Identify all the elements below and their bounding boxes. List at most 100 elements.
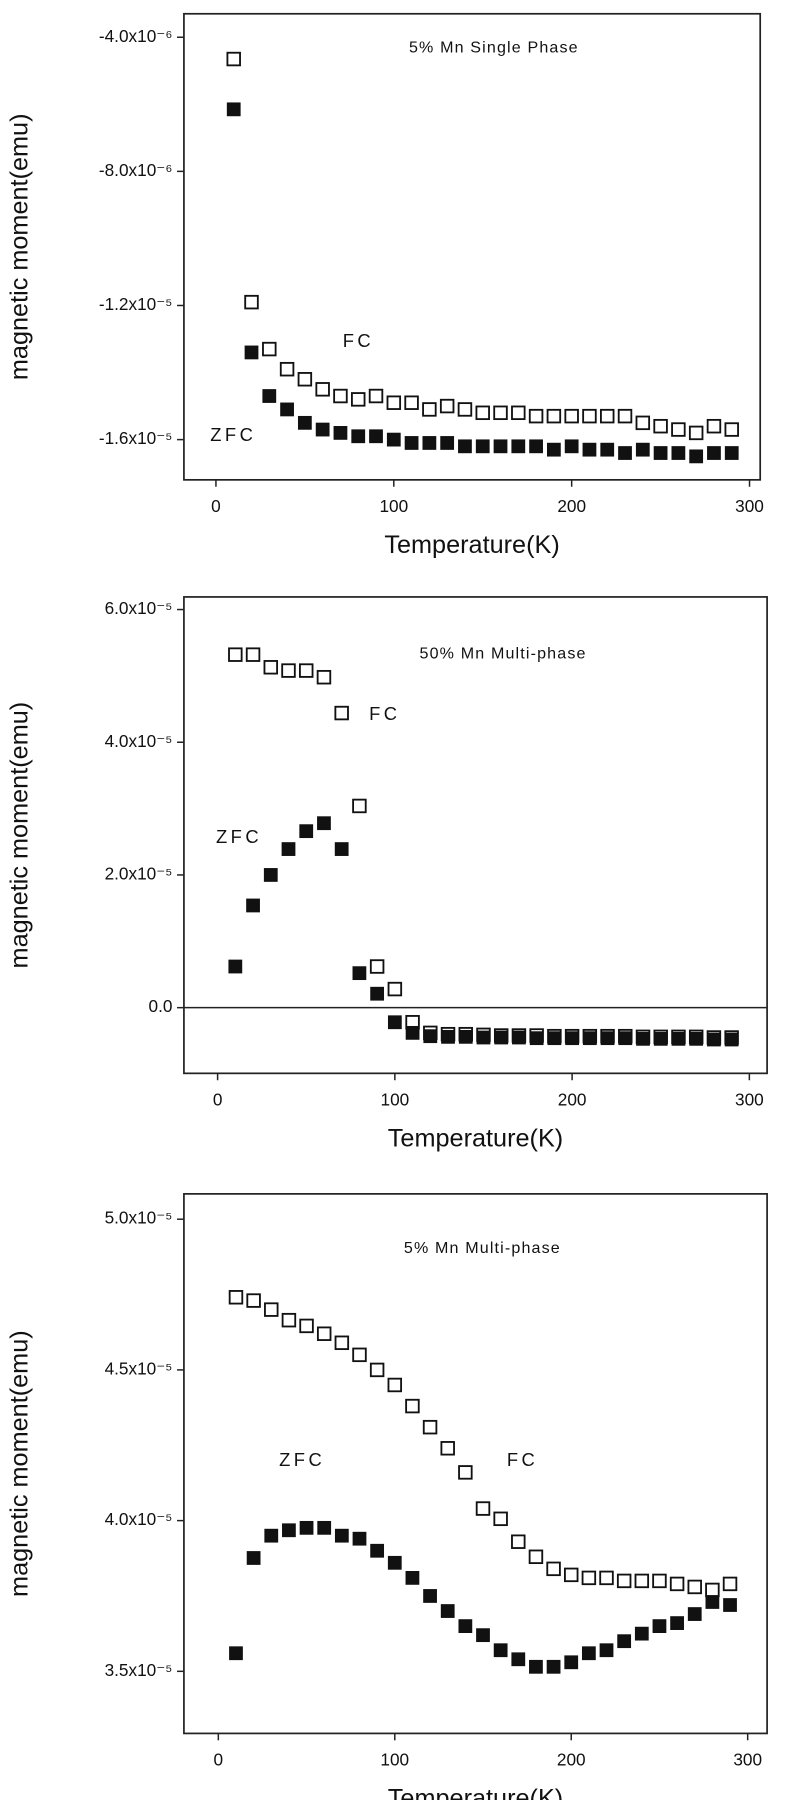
marker <box>281 842 296 856</box>
marker <box>387 1015 402 1030</box>
y-tick-label: 4.0x10⁻⁵ <box>105 731 173 751</box>
marker <box>281 1312 297 1328</box>
marker <box>652 1573 667 1589</box>
marker <box>423 1589 437 1603</box>
marker <box>279 361 295 377</box>
y-axis-label: magnetic moment(emu) <box>6 1330 34 1597</box>
marker <box>529 1659 543 1674</box>
marker <box>245 647 261 662</box>
marker <box>634 1573 650 1589</box>
marker <box>617 408 633 424</box>
panel: 0 100 200 300 -4.0x10⁻⁶ -8.0x10⁻⁶ -1.2x10⁻⁵ -1.… <box>6 12 764 559</box>
y-axis-label: magnetic moment(emu) <box>6 113 34 380</box>
marker <box>724 422 739 437</box>
marker <box>386 432 401 447</box>
marker <box>281 663 296 678</box>
marker <box>369 959 385 974</box>
marker <box>299 1520 314 1535</box>
y-tick-label: 3.5x10⁻⁵ <box>105 1660 173 1680</box>
marker <box>724 446 739 460</box>
marker <box>475 1501 491 1516</box>
marker <box>440 436 455 450</box>
marker <box>476 1628 490 1643</box>
marker <box>599 1643 614 1658</box>
y-tick-label: 4.0x10⁻⁵ <box>105 1509 173 1529</box>
marker <box>511 1652 526 1667</box>
marker <box>582 442 597 457</box>
marker <box>493 405 508 421</box>
marker <box>599 1570 614 1586</box>
marker <box>423 1029 438 1044</box>
marker <box>529 439 543 454</box>
marker <box>476 1030 491 1045</box>
marker <box>457 402 473 417</box>
x-tick-label: 300 <box>733 1750 762 1770</box>
marker <box>422 1419 438 1435</box>
marker <box>671 446 686 460</box>
marker <box>705 1595 720 1609</box>
x-tick-label: 0 <box>214 1750 224 1770</box>
marker <box>317 816 331 831</box>
marker <box>582 1031 597 1046</box>
marker <box>316 669 332 685</box>
y-tick-label: 6.0x10⁻⁵ <box>105 598 173 618</box>
marker <box>262 341 277 357</box>
marker <box>228 1290 244 1305</box>
marker <box>440 1441 455 1456</box>
chart-title: 50% Mn Multi-phase <box>420 645 587 663</box>
marker <box>405 1570 420 1585</box>
marker <box>546 1659 561 1674</box>
marker <box>263 868 278 882</box>
x-axis-label: Temperature(K) <box>384 531 559 559</box>
marker <box>528 408 544 424</box>
marker <box>475 405 490 421</box>
marker <box>297 372 313 387</box>
marker <box>546 442 561 457</box>
marker <box>582 408 597 424</box>
series-label: FC <box>369 703 400 724</box>
marker <box>422 436 437 450</box>
marker <box>564 439 579 454</box>
marker <box>368 388 384 404</box>
plot-frame <box>183 596 768 1075</box>
x-axis-label: Temperature(K) <box>388 1785 563 1800</box>
marker <box>352 798 367 814</box>
marker <box>546 1561 561 1577</box>
marker <box>722 1576 738 1592</box>
marker <box>687 1607 702 1621</box>
marker <box>671 1031 686 1046</box>
marker <box>422 402 437 417</box>
marker <box>635 415 651 431</box>
marker <box>494 1030 509 1045</box>
marker <box>333 426 348 440</box>
y-tick-label: 2.0x10⁻⁵ <box>105 863 173 883</box>
marker <box>458 1465 473 1480</box>
marker <box>246 898 260 913</box>
marker <box>350 392 366 407</box>
marker <box>600 408 615 424</box>
marker <box>246 1293 261 1308</box>
marker <box>404 395 419 410</box>
x-tick-label: 300 <box>735 1089 764 1109</box>
marker <box>458 1029 473 1044</box>
marker <box>511 439 526 454</box>
marker <box>564 1655 579 1670</box>
marker <box>334 705 349 721</box>
marker <box>511 1534 526 1549</box>
marker <box>315 382 330 397</box>
marker <box>316 1326 332 1341</box>
marker <box>262 389 277 403</box>
marker <box>475 439 490 454</box>
marker <box>724 1032 739 1047</box>
marker <box>351 429 366 444</box>
y-tick-label: -1.2x10⁻⁵ <box>99 294 173 314</box>
marker <box>333 388 348 404</box>
marker <box>528 1549 544 1565</box>
marker <box>581 1570 597 1586</box>
plot-frame <box>183 1193 768 1735</box>
marker <box>493 439 508 454</box>
x-tick-label: 100 <box>380 1750 409 1770</box>
marker <box>441 1029 455 1044</box>
marker <box>299 1318 314 1334</box>
